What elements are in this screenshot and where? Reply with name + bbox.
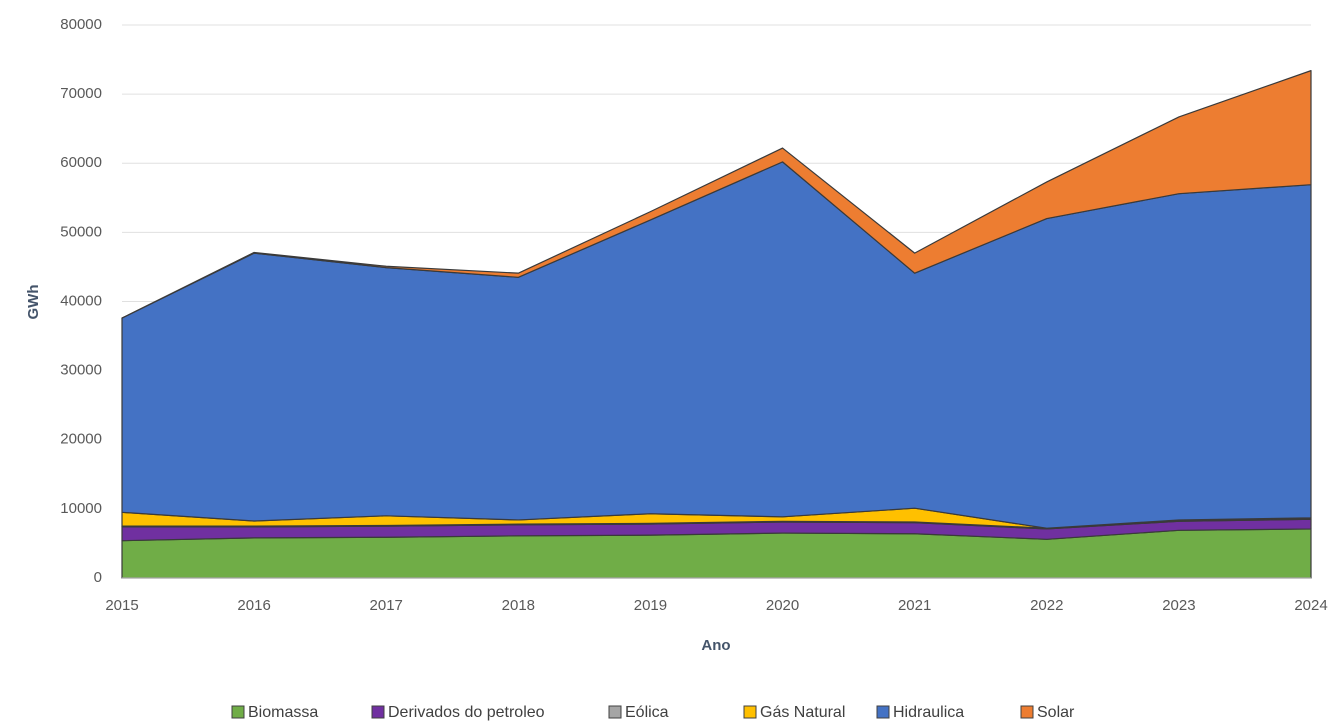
legend-label: Eólica: [625, 704, 669, 721]
legend-label: Hidraulica: [893, 704, 964, 721]
area: [121, 70, 1312, 319]
x-tick-label: 2018: [502, 597, 535, 614]
x-tick-label: 2019: [634, 597, 667, 614]
y-axis-title: GWh: [25, 285, 42, 320]
x-tick-label: 2021: [898, 597, 931, 614]
y-tick-label: 80000: [60, 16, 102, 33]
legend-swatch: [743, 705, 757, 719]
area: [121, 161, 1312, 529]
x-tick-label: 2016: [237, 597, 270, 614]
y-tick-label: 40000: [60, 292, 102, 309]
x-axis-title: Ano: [701, 637, 730, 654]
x-tick-label: 2024: [1294, 597, 1327, 614]
legend-label: Biomassa: [248, 704, 318, 721]
y-tick-label: 60000: [60, 154, 102, 171]
legend-swatch: [1020, 705, 1034, 719]
y-tick-label: 10000: [60, 500, 102, 517]
y-tick-label: 20000: [60, 431, 102, 448]
legend-label: Derivados do petroleo: [388, 704, 545, 721]
legend-swatch: [371, 705, 385, 719]
x-tick-label: 2022: [1030, 597, 1063, 614]
legend-swatch: [231, 705, 245, 719]
x-tick-label: 2017: [370, 597, 403, 614]
y-tick-label: 50000: [60, 223, 102, 240]
y-tick-label: 0: [94, 569, 102, 586]
x-tick-label: 2020: [766, 597, 799, 614]
x-tick-label: 2015: [105, 597, 138, 614]
legend-label: Gás Natural: [760, 704, 845, 721]
x-tick-label: 2023: [1162, 597, 1195, 614]
y-tick-label: 70000: [60, 85, 102, 102]
y-tick-label: 30000: [60, 362, 102, 379]
legend-label: Solar: [1037, 704, 1075, 721]
legend-swatch: [608, 705, 622, 719]
legend-swatch: [876, 705, 890, 719]
